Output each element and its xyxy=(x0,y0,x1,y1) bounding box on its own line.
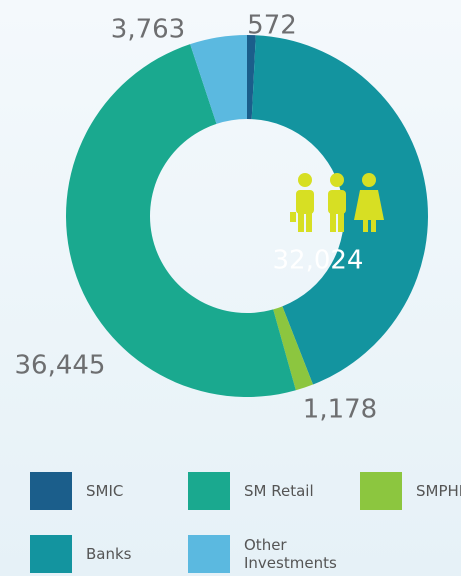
slice xyxy=(65,44,296,398)
value-label: 3,763 xyxy=(111,15,185,45)
legend-item: Banks xyxy=(30,535,176,573)
slice xyxy=(247,35,256,120)
legend-swatch xyxy=(188,535,230,573)
legend-label: Other Investments xyxy=(244,536,337,572)
legend-item: SMIC xyxy=(30,472,176,510)
legend-label: SMIC xyxy=(86,482,124,500)
legend-swatch xyxy=(30,472,72,510)
slice xyxy=(273,306,314,391)
legend-label: SMPHI xyxy=(416,482,461,500)
value-label: 572 xyxy=(247,11,297,41)
legend-swatch xyxy=(30,535,72,573)
slice xyxy=(251,35,429,385)
legend-label: Banks xyxy=(86,545,132,563)
chart: 572 32,024 1,178 36,445 3,763 xyxy=(15,11,429,425)
legend-swatch xyxy=(360,472,402,510)
people-icon xyxy=(290,173,384,232)
slice xyxy=(190,35,247,124)
legend-label: SM Retail xyxy=(244,482,314,500)
value-label: 1,178 xyxy=(303,395,377,425)
legend-item: Other Investments xyxy=(188,535,337,573)
legend-item: SMPHI xyxy=(360,472,461,510)
legend-item: SM Retail xyxy=(188,472,334,510)
legend-swatch xyxy=(188,472,230,510)
value-label: 36,445 xyxy=(15,351,106,381)
value-label: 32,024 xyxy=(273,246,364,276)
